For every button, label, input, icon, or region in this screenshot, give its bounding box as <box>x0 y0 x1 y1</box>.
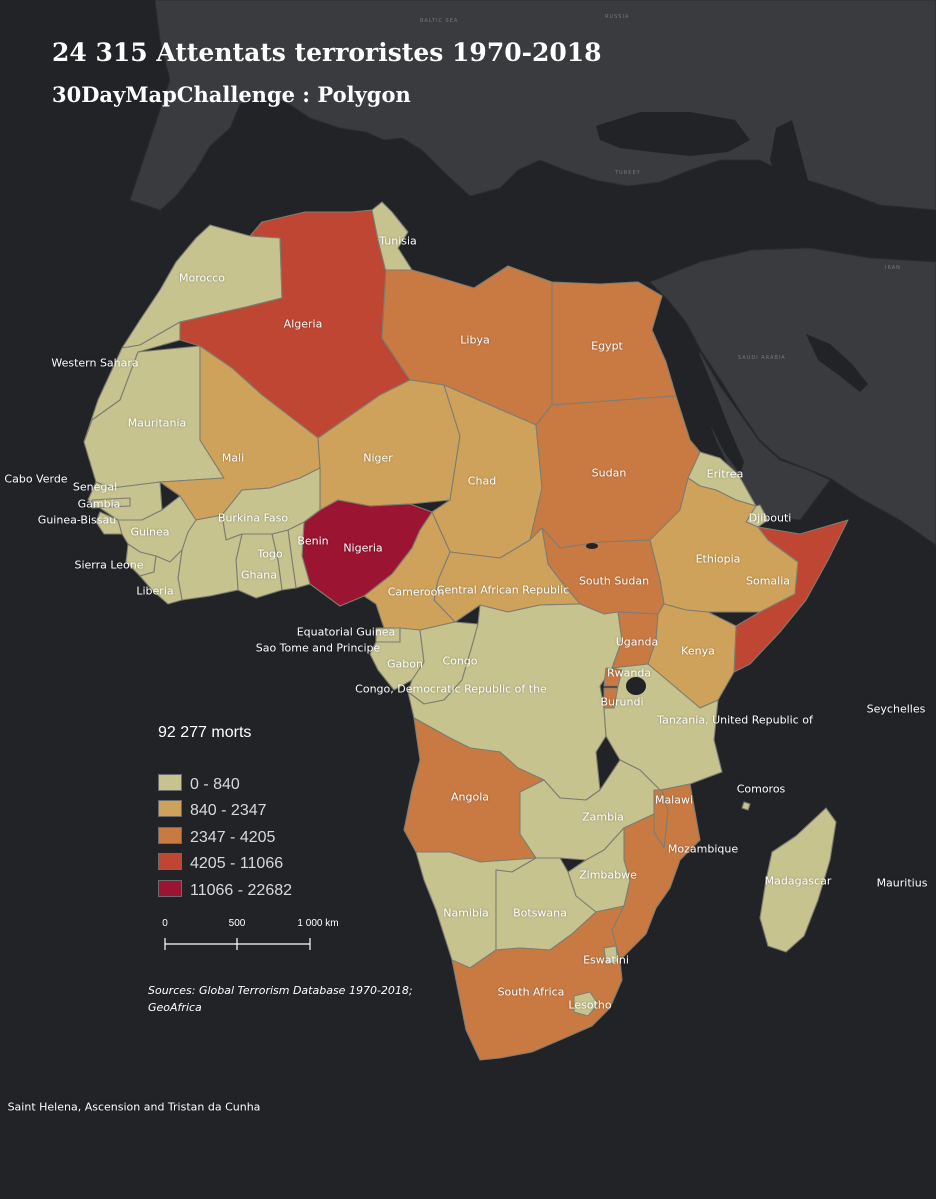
country-madagascar <box>759 807 837 953</box>
basemap-middle-east <box>649 247 936 546</box>
country-somalia <box>733 519 849 673</box>
scale-bar <box>164 938 311 950</box>
lake-tana-dot <box>586 543 598 549</box>
red-sea <box>650 290 744 474</box>
basemap-europe <box>129 0 936 211</box>
country-equatorial-guinea <box>375 627 401 643</box>
lake-victoria <box>626 677 646 695</box>
country-polygons <box>83 201 849 1061</box>
country-egypt <box>551 281 677 406</box>
caspian-sea <box>770 120 808 214</box>
country-comoros <box>741 801 751 811</box>
basemap-land <box>129 0 936 546</box>
country-guinea-bissau <box>95 511 123 535</box>
country-south-africa <box>451 905 625 1061</box>
country-liberia <box>139 549 183 605</box>
black-sea <box>596 112 750 156</box>
country-tunisia <box>371 201 413 273</box>
country-lesotho <box>573 991 599 1017</box>
country-eswatini <box>603 945 619 965</box>
persian-gulf <box>806 334 868 392</box>
country-gambia <box>91 497 131 509</box>
